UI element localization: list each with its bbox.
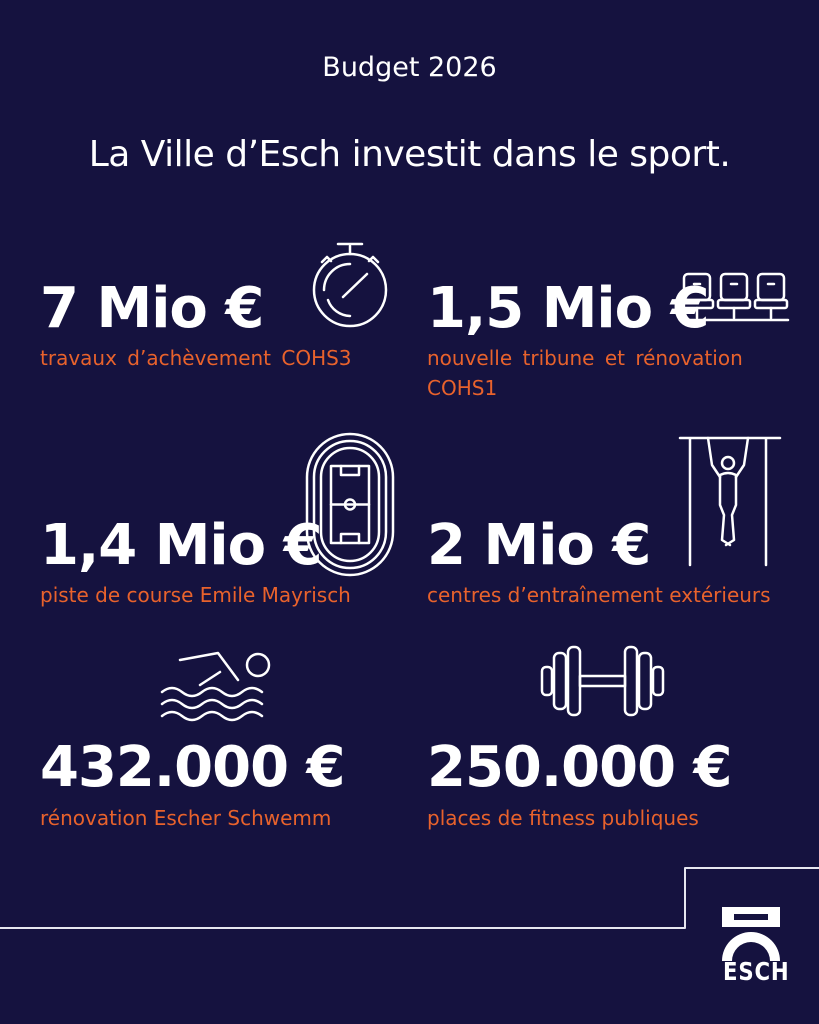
logo-text: esch	[722, 957, 790, 986]
desc-pool: rénovation Escher Schwemm	[40, 806, 332, 830]
amount-cohs1: 1,5 Mio €	[427, 276, 710, 341]
desc-fitness: places de fitness publiques	[427, 806, 699, 830]
desc-cohs3: travaux d’achèvement COHS3	[40, 346, 352, 370]
amount-pool: 432.000 €	[40, 735, 346, 800]
amount-fitness: 250.000 €	[427, 735, 733, 800]
headline: La Ville d’Esch investit dans le sport.	[88, 134, 731, 175]
stopwatch-icon	[312, 242, 388, 328]
running-track-icon	[305, 432, 395, 577]
amount-cohs3: 7 Mio €	[40, 276, 264, 341]
stadium-seats-icon	[678, 272, 790, 322]
desc-cohs1: nouvelle tribune et rénovation COHS1	[427, 346, 743, 400]
budget-year: Budget 2026	[322, 52, 497, 83]
esch-logo: esch	[718, 905, 790, 990]
desc-outdoor: centres d’entraînement extérieurs	[427, 583, 771, 607]
amount-track: 1,4 Mio €	[40, 513, 323, 578]
desc-track: piste de course Emile Mayrisch	[40, 583, 351, 607]
swimmer-icon	[160, 651, 271, 722]
pull-up-bar-icon	[678, 436, 782, 567]
amount-outdoor: 2 Mio €	[427, 513, 651, 578]
dumbbell-icon	[540, 645, 665, 717]
